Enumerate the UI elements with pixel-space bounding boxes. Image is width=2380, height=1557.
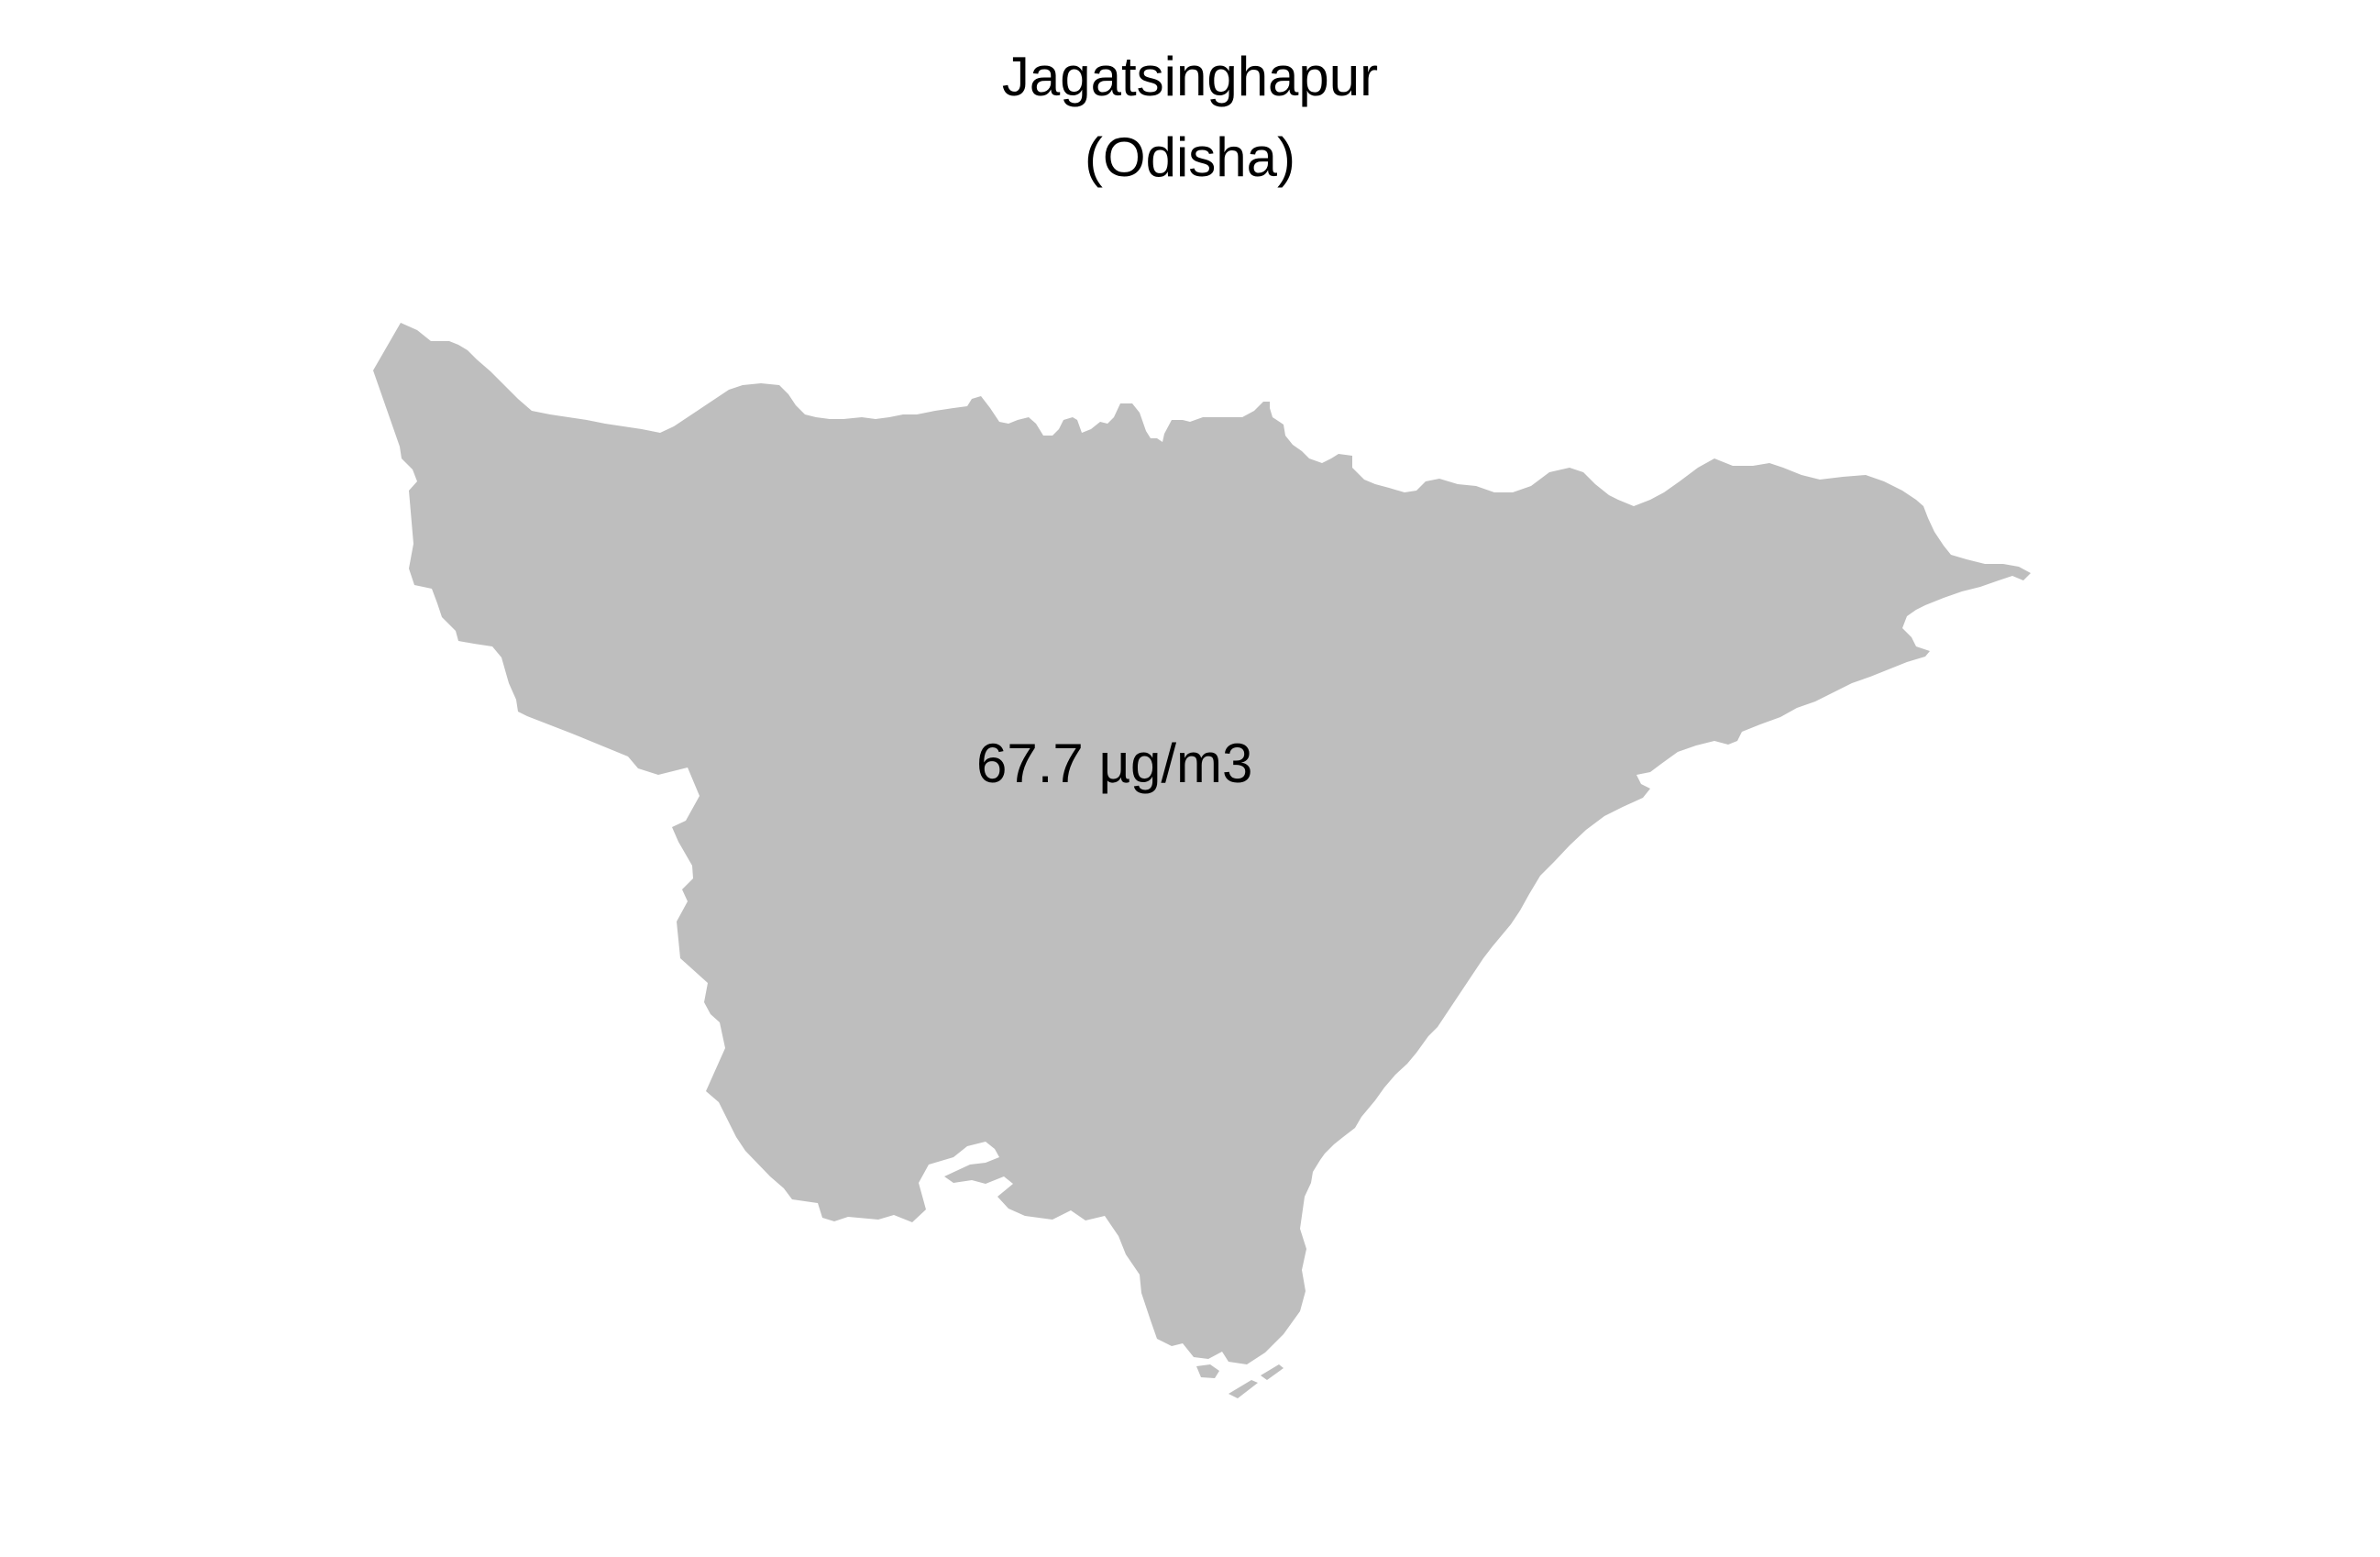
island-shape — [1229, 1380, 1258, 1398]
map-subtitle: (Odisha) — [1084, 127, 1296, 188]
region-value-label: 67.7 µg/m3 — [976, 733, 1253, 794]
district-polygon — [373, 323, 2031, 1364]
map-title-block: Jagatsinghapur (Odisha) — [0, 37, 2380, 198]
island-shape — [1196, 1364, 1219, 1378]
island-shape — [1261, 1364, 1284, 1380]
map-title: Jagatsinghapur — [1001, 46, 1379, 107]
